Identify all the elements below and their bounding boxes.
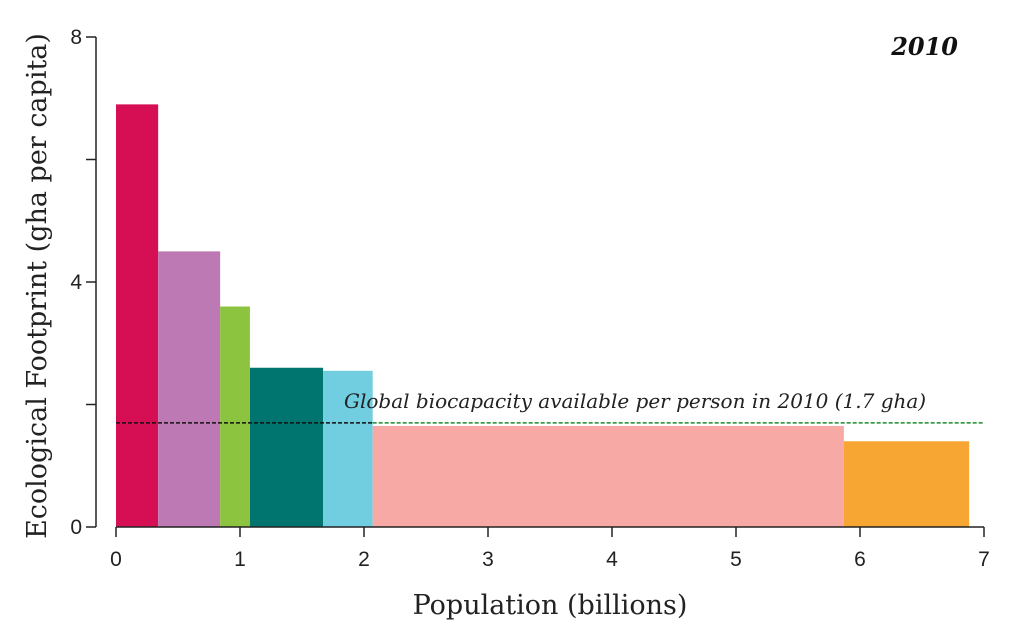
x-tick-label: 0 [110, 548, 122, 571]
y-axis-title: Ecological Footprint (gha per capita) [22, 33, 53, 539]
x-tick-label: 4 [606, 548, 618, 571]
y-tick-label: 4 [70, 271, 82, 294]
x-tick-label: 7 [978, 548, 990, 571]
x-tick-label: 6 [854, 548, 866, 571]
y-ticks: 0 4 8 [70, 26, 96, 539]
x-tick-label: 2 [358, 548, 370, 571]
bar-2 [158, 251, 221, 527]
y-tick-label: 0 [70, 516, 82, 539]
reference-line-label: Global biocapacity available per person … [344, 389, 926, 413]
chart-title: 2010 [890, 32, 958, 61]
bar-5 [323, 370, 373, 527]
x-axis-title: Population (billions) [413, 590, 688, 621]
y-tick-label: 8 [70, 26, 82, 49]
x-ticks: 0 1 2 3 4 5 6 7 [110, 527, 990, 571]
bars-layer [116, 104, 970, 527]
bar-4 [249, 367, 324, 527]
bar-3 [220, 306, 250, 527]
x-tick-label: 3 [482, 548, 494, 571]
bar-1 [116, 104, 159, 527]
x-tick-label: 1 [234, 548, 246, 571]
bar-6 [372, 425, 844, 527]
x-tick-label: 5 [730, 548, 742, 571]
bar-7 [843, 441, 970, 527]
